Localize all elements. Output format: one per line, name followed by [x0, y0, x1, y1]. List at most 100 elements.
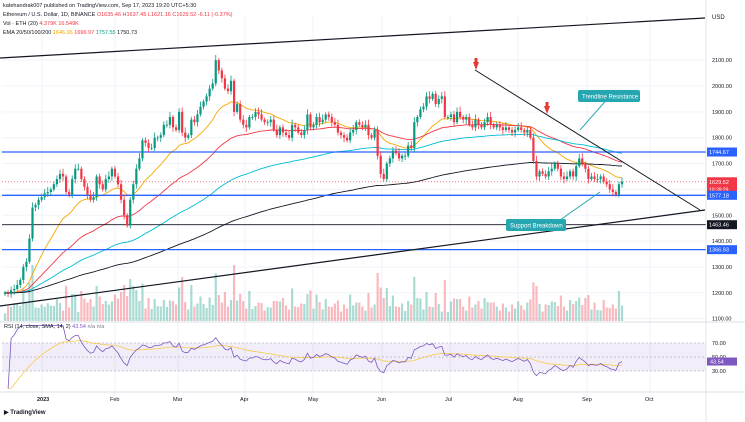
volume-bar [547, 305, 550, 321]
volume-bar [147, 298, 150, 321]
volume-bar [138, 301, 141, 321]
volume-bar [43, 306, 46, 321]
volume-bar [419, 298, 422, 321]
candle-body [391, 150, 395, 159]
volume-bar [95, 286, 98, 321]
volume-bar [251, 309, 254, 321]
candle-body [64, 176, 68, 192]
candle-body [89, 194, 92, 200]
candle-body [498, 124, 501, 128]
volume-bar [587, 295, 590, 321]
candle-body [535, 160, 538, 177]
volume-bar [318, 302, 321, 321]
candle-body [181, 111, 184, 133]
candle-body [416, 117, 419, 123]
candle-body [455, 111, 459, 123]
candle-body [46, 191, 49, 194]
rsi-value-tag [707, 357, 737, 366]
volume-bar [245, 308, 248, 321]
volume-bar [614, 308, 617, 321]
y-tick-label: 1400.00 [712, 239, 732, 245]
candle-body [529, 129, 532, 138]
rsi-label[interactable]: RSI (14, close, SMA, 14, 2) [4, 324, 71, 330]
lower-support-line [0, 209, 706, 307]
candle-body [584, 163, 587, 169]
volume-bar [116, 298, 120, 321]
candle-body [568, 171, 572, 177]
price-level-tag [707, 147, 737, 157]
candle-body [275, 129, 278, 136]
ema-100-line [5, 133, 623, 294]
volume-bar [370, 307, 373, 321]
volume-bar [208, 297, 211, 321]
candle-body [620, 181, 624, 185]
symbol-name[interactable]: Ethereum / U.S. Dollar, 1D, BINANCE [3, 12, 96, 18]
candle-body [419, 109, 422, 118]
volume-bar [342, 304, 346, 321]
ema20-value: 1646.96 [52, 30, 73, 36]
volume-bar [306, 294, 309, 321]
volume-bar [480, 308, 483, 321]
candle-body [327, 114, 330, 118]
candle-body [510, 129, 514, 133]
volume-bar [205, 308, 208, 321]
volume-bar [217, 295, 220, 321]
candle-body [440, 96, 443, 99]
candle-body [480, 124, 483, 128]
candle-body [379, 155, 382, 174]
volume-bar [352, 305, 355, 321]
volume-bar [52, 306, 55, 321]
volume-bar [620, 305, 624, 321]
ema-label[interactable]: EMA 20/50/100/200 [3, 30, 52, 36]
volume-bar [159, 306, 162, 321]
candle-body [593, 176, 596, 180]
arrow-markers [473, 58, 550, 114]
candle-body [110, 168, 114, 177]
volume-bar [174, 304, 178, 321]
volume-label[interactable]: Vol · ETH (20) [3, 21, 38, 27]
volume-bar [6, 306, 10, 321]
price-level-label: 1463.46 [709, 223, 729, 229]
candle-body [287, 135, 291, 138]
candle-body [428, 96, 431, 99]
candle-body [251, 117, 254, 118]
volume-bar [260, 303, 263, 321]
candle-body [266, 122, 269, 123]
volume-bar [123, 285, 126, 321]
candle-body [239, 104, 242, 120]
trendlines [0, 17, 706, 307]
candle-body [471, 124, 474, 128]
candle-body [77, 168, 80, 170]
volume-bar [599, 310, 602, 321]
volume-bar [171, 301, 175, 321]
volume-bar [68, 307, 71, 321]
candle-body [345, 137, 349, 141]
candle-body [486, 117, 489, 123]
volume-bar [330, 307, 333, 321]
y-tick-label: 1900.00 [712, 110, 732, 116]
candle-body [254, 111, 257, 118]
candle-body [165, 124, 168, 126]
volume-bar [361, 306, 364, 321]
volume-bar [257, 302, 260, 321]
volume-bar [553, 302, 556, 321]
candle-body [449, 114, 453, 118]
volume-bar [55, 299, 59, 321]
candle-body [248, 117, 251, 128]
candle-body [6, 292, 10, 295]
volume-bars [3, 265, 624, 321]
support-breakdown-callout [506, 219, 566, 231]
countdown-label: 10:39:29 [709, 187, 729, 193]
volume-bar [49, 305, 52, 321]
candle-body [459, 111, 462, 118]
volume-bar [236, 300, 239, 321]
volume-bar [345, 308, 349, 321]
candle-body [257, 111, 260, 115]
candle-body [553, 163, 556, 169]
rsi-tick-label: 30.00 [712, 369, 726, 375]
volume-bar [187, 309, 190, 321]
volume-bar [443, 280, 446, 321]
volume-bar [462, 306, 465, 321]
